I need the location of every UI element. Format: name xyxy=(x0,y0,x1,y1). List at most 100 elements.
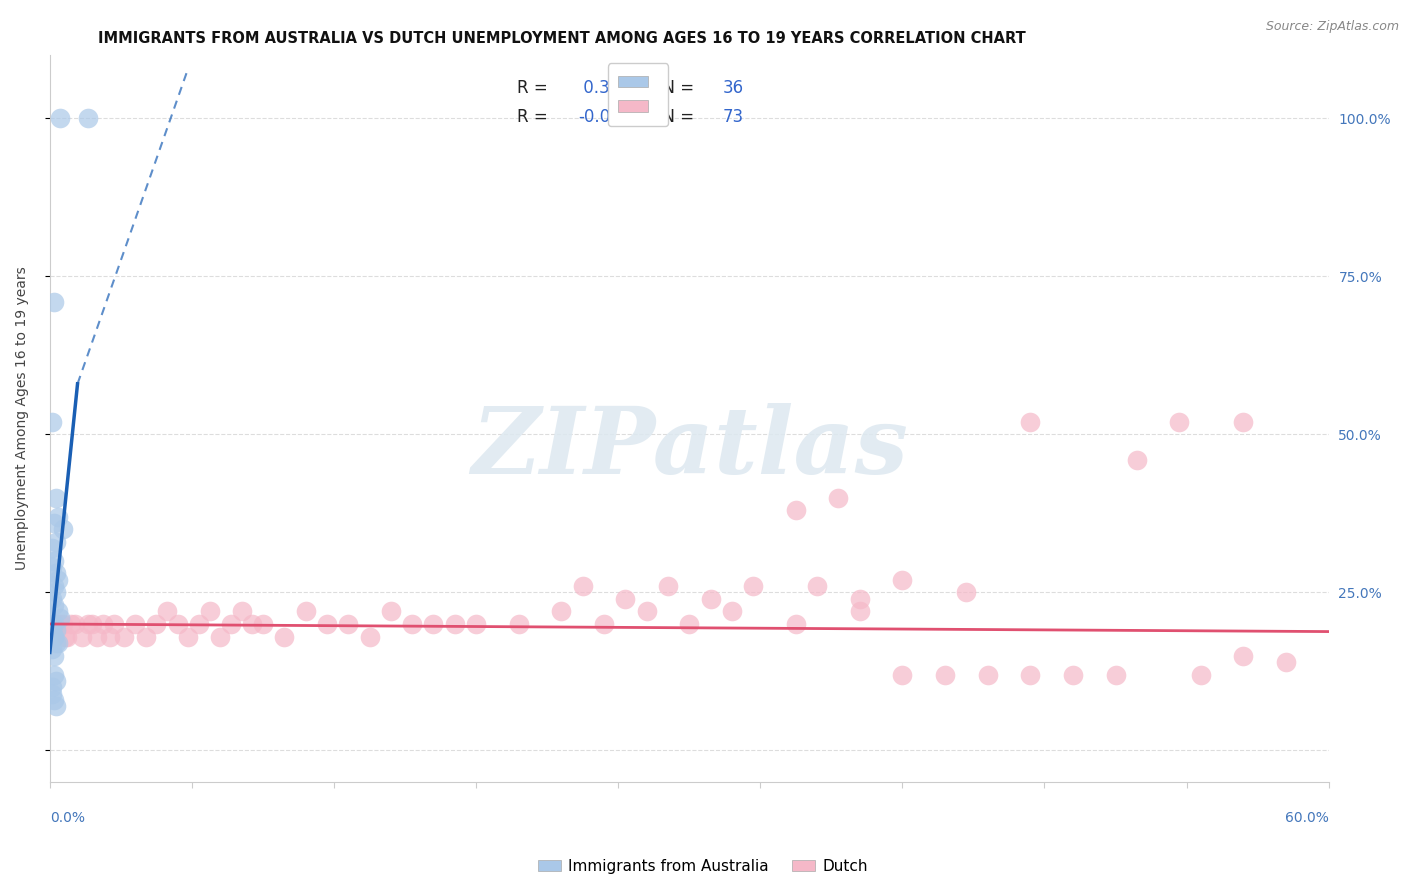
Text: R =: R = xyxy=(516,78,553,97)
Point xyxy=(42,667,65,681)
Point xyxy=(42,693,65,707)
Point xyxy=(1104,667,1126,681)
Point xyxy=(45,585,67,599)
Point xyxy=(785,503,807,517)
Point xyxy=(52,617,75,632)
Point xyxy=(1275,655,1298,669)
Point xyxy=(41,686,63,700)
Point xyxy=(198,604,221,618)
Point xyxy=(45,617,67,632)
Point xyxy=(1189,667,1212,681)
Point xyxy=(337,617,360,632)
Point xyxy=(294,604,316,618)
Point xyxy=(42,630,65,644)
Point xyxy=(42,516,65,530)
Point xyxy=(891,573,914,587)
Point xyxy=(699,591,721,606)
Point xyxy=(550,604,572,618)
Point xyxy=(103,617,125,632)
Point xyxy=(42,554,65,568)
Point xyxy=(188,617,211,632)
Point xyxy=(1232,648,1254,663)
Point xyxy=(52,522,75,536)
Y-axis label: Unemployment Among Ages 16 to 19 years: Unemployment Among Ages 16 to 19 years xyxy=(15,267,30,571)
Point xyxy=(209,630,232,644)
Point xyxy=(135,630,157,644)
Text: N =: N = xyxy=(652,108,700,126)
Point xyxy=(1062,667,1084,681)
Point xyxy=(955,585,977,599)
Point xyxy=(156,604,179,618)
Point xyxy=(98,630,121,644)
Point xyxy=(1232,415,1254,429)
Point xyxy=(45,673,67,688)
Point xyxy=(56,630,79,644)
Text: 0.0%: 0.0% xyxy=(49,811,84,825)
Point xyxy=(86,630,108,644)
Point xyxy=(53,630,76,644)
Point xyxy=(60,617,83,632)
Point xyxy=(41,541,63,556)
Point xyxy=(145,617,167,632)
Point xyxy=(806,579,828,593)
Point xyxy=(42,617,65,632)
Point xyxy=(231,604,253,618)
Point xyxy=(41,624,63,638)
Point xyxy=(508,617,530,632)
Point xyxy=(976,667,998,681)
Point xyxy=(219,617,242,632)
Point xyxy=(77,112,100,126)
Point xyxy=(49,112,72,126)
Point xyxy=(934,667,956,681)
Text: ZIPatlas: ZIPatlas xyxy=(471,402,908,492)
Point xyxy=(891,667,914,681)
Point xyxy=(41,680,63,694)
Point xyxy=(614,591,637,606)
Point xyxy=(91,617,114,632)
Text: Source: ZipAtlas.com: Source: ZipAtlas.com xyxy=(1265,20,1399,33)
Point xyxy=(240,617,263,632)
Point xyxy=(124,617,146,632)
Point xyxy=(657,579,679,593)
Point xyxy=(45,566,67,581)
Point xyxy=(177,630,200,644)
Point xyxy=(1126,452,1149,467)
Point xyxy=(1168,415,1191,429)
Point xyxy=(41,591,63,606)
Point xyxy=(571,579,593,593)
Text: 60.0%: 60.0% xyxy=(1285,811,1329,825)
Point xyxy=(636,604,658,618)
Legend: Immigrants from Australia, Dutch: Immigrants from Australia, Dutch xyxy=(531,853,875,880)
Point xyxy=(45,636,67,650)
Point xyxy=(316,617,339,632)
Point xyxy=(42,648,65,663)
Point xyxy=(70,630,93,644)
Point xyxy=(65,617,87,632)
Point xyxy=(82,617,104,632)
Text: N =: N = xyxy=(652,78,700,97)
Point xyxy=(42,579,65,593)
Point xyxy=(785,617,807,632)
Point xyxy=(49,617,72,632)
Point xyxy=(45,534,67,549)
Text: IMMIGRANTS FROM AUSTRALIA VS DUTCH UNEMPLOYMENT AMONG AGES 16 TO 19 YEARS CORREL: IMMIGRANTS FROM AUSTRALIA VS DUTCH UNEMP… xyxy=(98,31,1026,46)
Text: R =: R = xyxy=(516,108,553,126)
Point xyxy=(41,560,63,574)
Point xyxy=(273,630,295,644)
Point xyxy=(48,636,70,650)
Point xyxy=(42,630,65,644)
Point xyxy=(48,604,70,618)
Text: 36: 36 xyxy=(723,78,744,97)
Point xyxy=(48,509,70,524)
Point xyxy=(41,617,63,632)
Point xyxy=(593,617,616,632)
Point xyxy=(114,630,136,644)
Point xyxy=(41,415,63,429)
Point xyxy=(848,604,870,618)
Point xyxy=(48,573,70,587)
Point xyxy=(848,591,870,606)
Point xyxy=(42,294,65,309)
Point xyxy=(678,617,700,632)
Point xyxy=(45,699,67,714)
Legend: , : , xyxy=(607,63,668,126)
